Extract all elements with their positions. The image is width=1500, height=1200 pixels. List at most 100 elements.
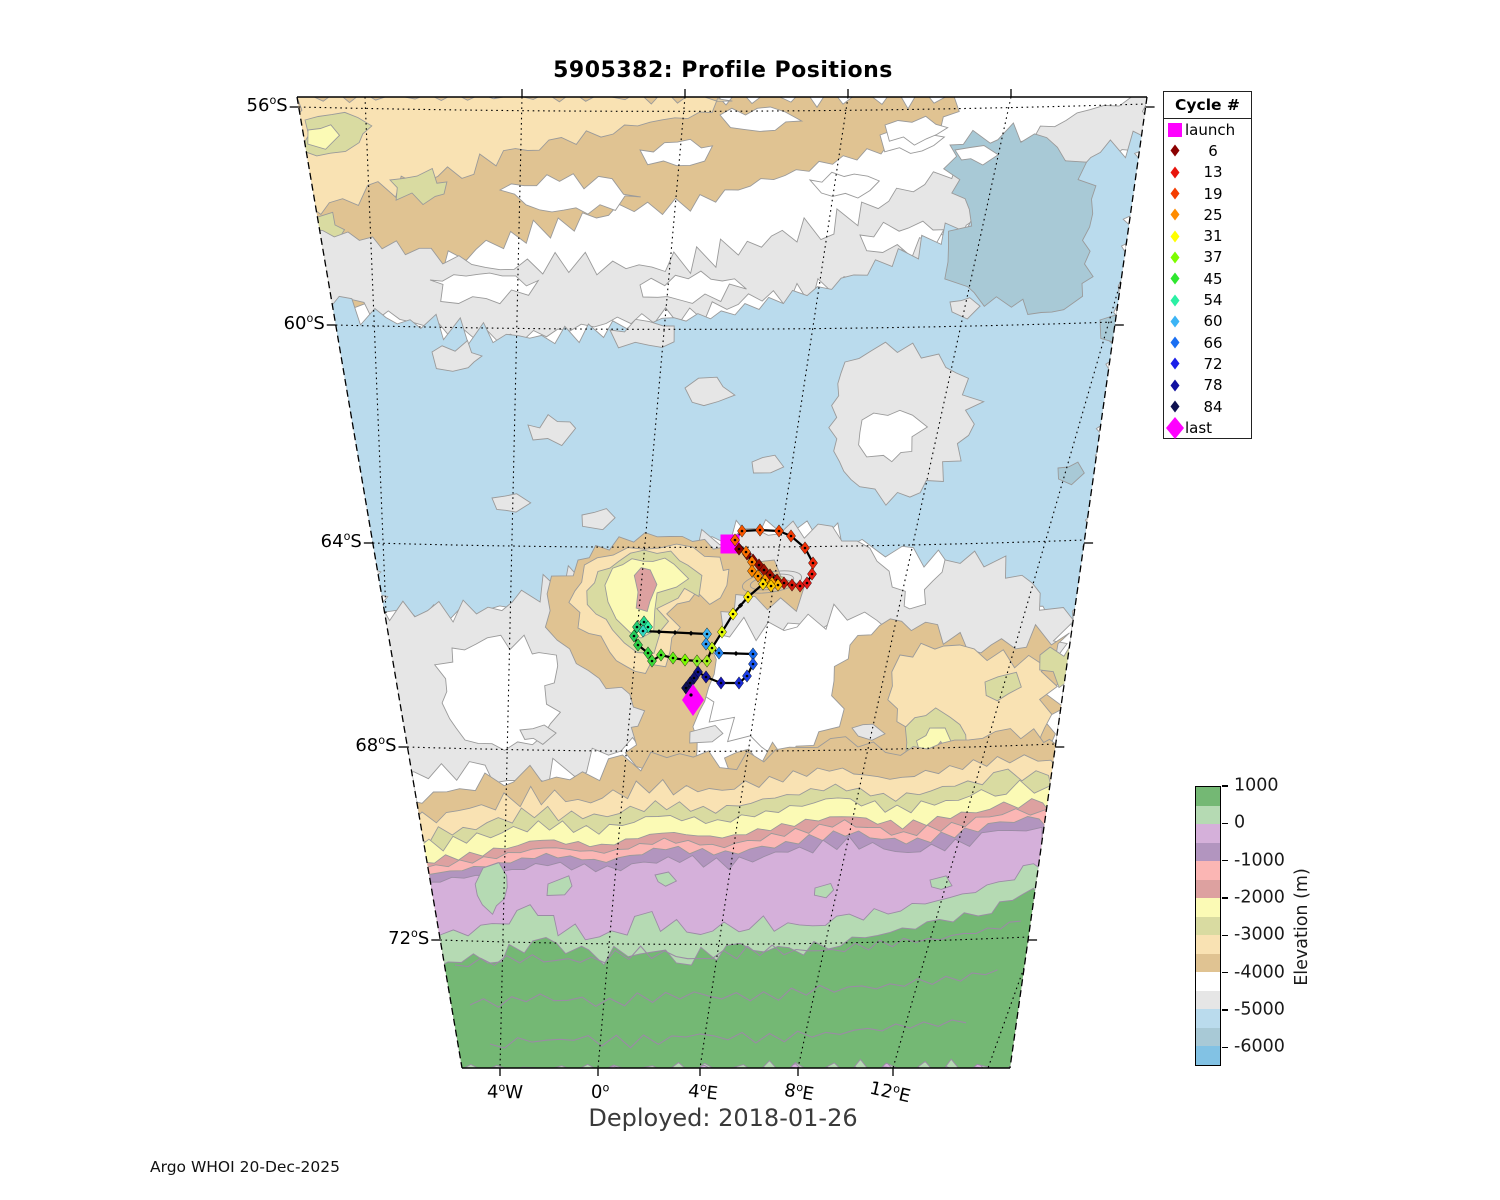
legend-item-label: 54 (1203, 291, 1223, 310)
colorbar-segment (1196, 953, 1220, 973)
legend-item: launch (1164, 119, 1251, 140)
legend-title: Cycle # (1164, 92, 1251, 119)
float-trajectory (629, 523, 818, 716)
map-frame (289, 89, 1155, 1076)
legend-item: 84 (1164, 396, 1251, 417)
colorbar-tick (1222, 785, 1228, 787)
legend-item: 13 (1164, 162, 1251, 183)
cycle-marker-icon (1170, 357, 1179, 370)
legend-marker (1164, 293, 1185, 308)
cycle-marker-icon (1170, 166, 1179, 179)
cycle-marker-icon (1170, 187, 1179, 200)
legend-marker (1164, 186, 1185, 201)
cycle-marker-icon (1170, 400, 1179, 413)
legend-items: launch 6 13 19 25 31 37 45 54 60 66 (1164, 119, 1251, 439)
colorbar-tick-label: 1000 (1234, 775, 1279, 796)
credit-text: Argo WHOI 20-Dec-2025 (150, 1158, 340, 1176)
lat-tick-label: 60oS (283, 312, 325, 334)
legend-item-label: 66 (1203, 333, 1223, 352)
legend-marker (1164, 399, 1185, 414)
legend-item-label: 6 (1208, 141, 1218, 160)
colorbar-tick (1222, 934, 1228, 937)
legend-marker (1164, 356, 1185, 371)
colorbar-tick (1222, 1046, 1228, 1049)
colorbar-segment (1196, 787, 1220, 806)
legend-item: last (1164, 416, 1251, 439)
colorbar-tick (1222, 897, 1228, 899)
legend-item-label: 78 (1203, 376, 1223, 395)
colorbar-tick (1222, 859, 1228, 862)
colorbar-segment (1196, 1046, 1220, 1065)
colorbar-label: Elevation (m) (1292, 868, 1312, 986)
legend-marker (1164, 271, 1185, 286)
legend-item: 45 (1164, 268, 1251, 289)
lat-tick-label: 68oS (355, 734, 397, 756)
cycle-marker-icon (1170, 315, 1179, 328)
colorbar-segment (1196, 861, 1220, 880)
cycle-marker-icon (1170, 208, 1179, 221)
colorbar-segment (1196, 935, 1220, 954)
legend-item-label: 60 (1203, 312, 1223, 331)
page-title: 5905382: Profile Positions (553, 58, 893, 83)
legend-item: 54 (1164, 289, 1251, 310)
colorbar-tick-label: -3000 (1234, 924, 1285, 945)
colorbar-tick-label: -5000 (1234, 999, 1285, 1020)
elevation-contours (297, 97, 1147, 1068)
cycle-marker-icon (1170, 251, 1179, 264)
cycle-legend: Cycle # launch 6 13 19 25 31 37 45 54 60 (1163, 91, 1252, 439)
elevation-colorbar (1195, 786, 1221, 1066)
colorbar-segment (1196, 916, 1220, 936)
lat-lon-grid (298, 97, 1147, 1068)
legend-marker (1164, 378, 1185, 393)
legend-item: 66 (1164, 332, 1251, 353)
cycle-marker-icon (1170, 230, 1179, 243)
legend-item: 72 (1164, 353, 1251, 374)
legend-marker (1164, 122, 1185, 138)
legend-item-label: 19 (1203, 184, 1223, 203)
colorbar-tick-label: 0 (1234, 812, 1246, 833)
last-marker-icon (1165, 416, 1184, 439)
cycle-marker-icon (1170, 272, 1179, 285)
legend-item: 19 (1164, 183, 1251, 204)
legend-marker (1164, 229, 1185, 244)
colorbar-segment (1196, 824, 1220, 843)
colorbar-tick (1222, 822, 1228, 825)
legend-marker (1164, 250, 1185, 265)
colorbar-segment (1196, 990, 1220, 1010)
cycle-marker-icon (1170, 294, 1179, 307)
cycle-marker-icon (1170, 144, 1179, 157)
colorbar-tick (1222, 1009, 1228, 1011)
legend-item-label: 45 (1203, 269, 1223, 288)
legend-item-label: 25 (1203, 205, 1223, 224)
colorbar-tick (1222, 971, 1228, 974)
legend-marker (1164, 314, 1185, 329)
legend-marker (1164, 207, 1185, 222)
legend-item-label: 72 (1203, 354, 1223, 373)
cycle-marker-icon (1170, 336, 1179, 349)
lat-tick-label: 56oS (246, 94, 288, 116)
lon-tick-label: 4oW (486, 1080, 524, 1104)
legend-item: 6 (1164, 140, 1251, 161)
legend-item: 31 (1164, 225, 1251, 246)
deployment-date-label: Deployed: 2018-01-26 (588, 1104, 858, 1132)
legend-item-label: launch (1185, 120, 1236, 139)
legend-item-label: 84 (1203, 397, 1223, 416)
colorbar-tick-label: -4000 (1234, 962, 1285, 983)
legend-marker (1164, 416, 1185, 439)
legend-item: 78 (1164, 375, 1251, 396)
legend-item-label: last (1185, 418, 1213, 437)
legend-item: 37 (1164, 247, 1251, 268)
colorbar-tick-label: -1000 (1234, 850, 1285, 871)
legend-item-label: 31 (1203, 227, 1223, 246)
legend-item-label: 37 (1203, 248, 1223, 267)
colorbar-segment (1196, 805, 1220, 825)
legend-marker (1164, 335, 1185, 350)
lat-tick-label: 72oS (388, 927, 430, 949)
colorbar-tick-label: -6000 (1234, 1036, 1285, 1057)
colorbar-segment (1196, 1027, 1220, 1047)
legend-item-label: 13 (1203, 163, 1223, 182)
colorbar-segment (1196, 879, 1220, 899)
lat-tick-label: 64oS (320, 530, 362, 552)
